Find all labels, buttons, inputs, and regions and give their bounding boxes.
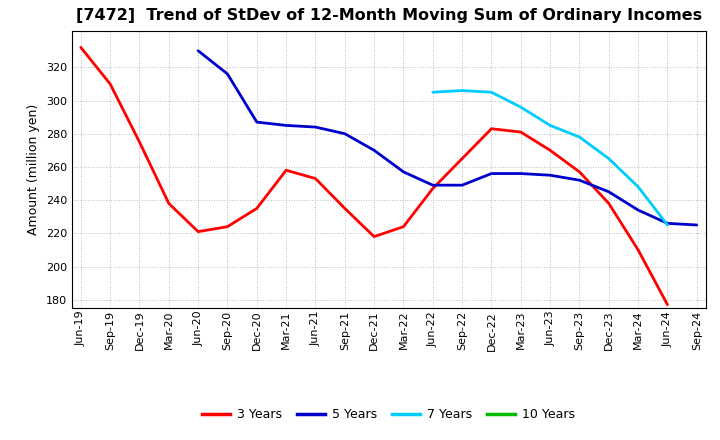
Legend: 3 Years, 5 Years, 7 Years, 10 Years: 3 Years, 5 Years, 7 Years, 10 Years (197, 403, 580, 426)
5 Years (370, 148, 379, 153)
Y-axis label: Amount (million yen): Amount (million yen) (27, 104, 40, 235)
5 Years (575, 178, 584, 183)
3 Years (370, 234, 379, 239)
5 Years (399, 169, 408, 175)
7 Years (546, 123, 554, 128)
7 Years (634, 184, 642, 190)
3 Years (458, 156, 467, 161)
3 Years (76, 45, 85, 50)
5 Years (282, 123, 290, 128)
5 Years (634, 207, 642, 213)
3 Years (634, 247, 642, 253)
5 Years (663, 221, 672, 226)
5 Years (341, 131, 349, 136)
3 Years (605, 201, 613, 206)
3 Years (106, 81, 114, 87)
5 Years (458, 183, 467, 188)
5 Years (546, 172, 554, 178)
5 Years (194, 48, 202, 53)
3 Years (487, 126, 496, 132)
3 Years (399, 224, 408, 229)
7 Years (575, 134, 584, 139)
3 Years (282, 168, 290, 173)
3 Years (428, 186, 437, 191)
3 Years (663, 302, 672, 307)
Line: 3 Years: 3 Years (81, 48, 667, 304)
7 Years (487, 90, 496, 95)
7 Years (605, 156, 613, 161)
5 Years (428, 183, 437, 188)
7 Years (428, 90, 437, 95)
7 Years (663, 222, 672, 227)
5 Years (487, 171, 496, 176)
7 Years (458, 88, 467, 93)
3 Years (575, 169, 584, 175)
Line: 5 Years: 5 Years (198, 51, 697, 225)
5 Years (311, 125, 320, 130)
3 Years (223, 224, 232, 229)
Title: [7472]  Trend of StDev of 12-Month Moving Sum of Ordinary Incomes: [7472] Trend of StDev of 12-Month Moving… (76, 7, 702, 23)
3 Years (516, 129, 525, 135)
5 Years (223, 71, 232, 77)
3 Years (135, 139, 144, 145)
3 Years (194, 229, 202, 234)
3 Years (546, 148, 554, 153)
5 Years (253, 119, 261, 125)
3 Years (253, 206, 261, 211)
3 Years (164, 201, 173, 206)
5 Years (605, 189, 613, 194)
5 Years (516, 171, 525, 176)
3 Years (341, 206, 349, 211)
Line: 7 Years: 7 Years (433, 91, 667, 225)
3 Years (311, 176, 320, 181)
5 Years (693, 222, 701, 227)
7 Years (516, 105, 525, 110)
